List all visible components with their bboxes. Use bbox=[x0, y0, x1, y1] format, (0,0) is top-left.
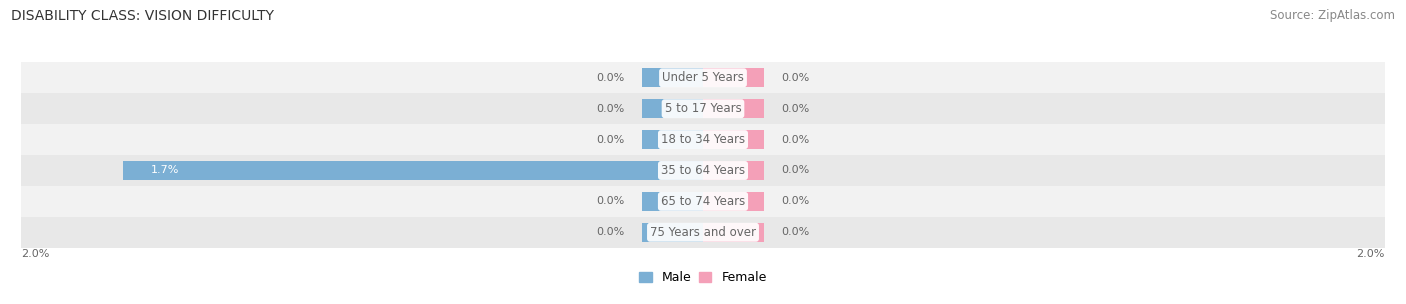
Text: 0.0%: 0.0% bbox=[596, 196, 624, 206]
Text: 0.0%: 0.0% bbox=[596, 104, 624, 114]
Text: Source: ZipAtlas.com: Source: ZipAtlas.com bbox=[1270, 9, 1395, 22]
Text: 0.0%: 0.0% bbox=[782, 104, 810, 114]
Bar bbox=[21, 155, 1385, 186]
Bar bbox=[703, 99, 765, 118]
Bar bbox=[21, 186, 1385, 217]
Text: 0.0%: 0.0% bbox=[782, 135, 810, 145]
Text: 0.0%: 0.0% bbox=[596, 73, 624, 83]
Text: 2.0%: 2.0% bbox=[21, 249, 49, 259]
Bar bbox=[641, 223, 703, 242]
Legend: Male, Female: Male, Female bbox=[640, 271, 766, 285]
Text: 0.0%: 0.0% bbox=[782, 196, 810, 206]
Bar bbox=[703, 192, 765, 211]
Text: DISABILITY CLASS: VISION DIFFICULTY: DISABILITY CLASS: VISION DIFFICULTY bbox=[11, 9, 274, 23]
Text: 0.0%: 0.0% bbox=[596, 227, 624, 237]
Bar bbox=[703, 130, 765, 149]
Text: 65 to 74 Years: 65 to 74 Years bbox=[661, 195, 745, 208]
Text: 75 Years and over: 75 Years and over bbox=[650, 226, 756, 239]
Bar bbox=[21, 62, 1385, 93]
Text: 0.0%: 0.0% bbox=[782, 73, 810, 83]
Text: Under 5 Years: Under 5 Years bbox=[662, 71, 744, 84]
Text: 1.7%: 1.7% bbox=[150, 165, 179, 175]
Bar bbox=[703, 223, 765, 242]
Text: 2.0%: 2.0% bbox=[1357, 249, 1385, 259]
Bar bbox=[124, 161, 703, 180]
Bar bbox=[703, 161, 765, 180]
Bar bbox=[641, 68, 703, 87]
Text: 0.0%: 0.0% bbox=[782, 165, 810, 175]
Bar bbox=[21, 93, 1385, 124]
Text: 18 to 34 Years: 18 to 34 Years bbox=[661, 133, 745, 146]
Bar bbox=[641, 99, 703, 118]
Text: 35 to 64 Years: 35 to 64 Years bbox=[661, 164, 745, 177]
Bar bbox=[641, 192, 703, 211]
Bar bbox=[21, 124, 1385, 155]
Bar bbox=[703, 68, 765, 87]
Bar bbox=[641, 130, 703, 149]
Text: 0.0%: 0.0% bbox=[782, 227, 810, 237]
Text: 0.0%: 0.0% bbox=[596, 135, 624, 145]
Bar bbox=[21, 217, 1385, 248]
Text: 5 to 17 Years: 5 to 17 Years bbox=[665, 102, 741, 115]
